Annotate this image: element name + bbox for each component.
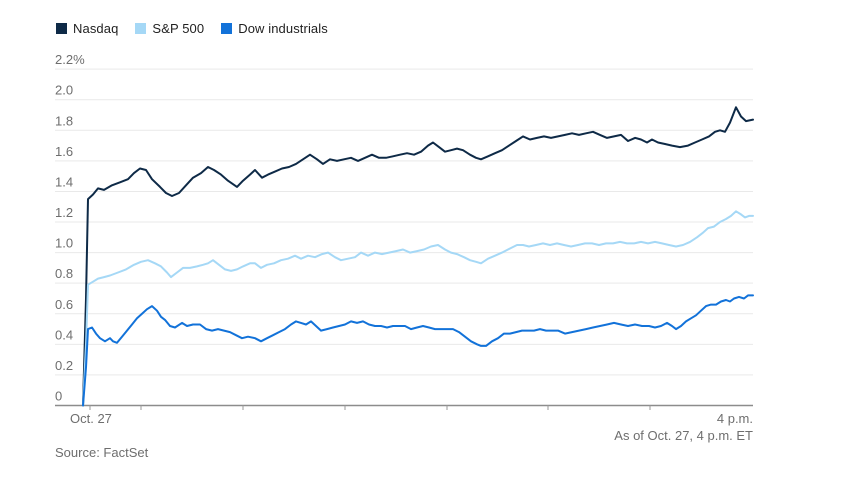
- y-axis-label: 0.2: [55, 358, 73, 373]
- series-line-dow-industrials: [82, 294, 754, 407]
- as-of-note: As of Oct. 27, 4 p.m. ET: [614, 428, 753, 443]
- chart-legend: Nasdaq S&P 500 Dow industrials: [56, 21, 328, 36]
- y-axis-label: 1.0: [55, 236, 73, 251]
- y-axis-label: 1.2: [55, 205, 73, 220]
- series-line-nasdaq: [82, 106, 754, 407]
- legend-label-sp500: S&P 500: [152, 21, 205, 36]
- y-axis-label: 1.4: [55, 174, 73, 189]
- legend-swatch-dow: [221, 23, 233, 34]
- legend-swatch-nasdaq: [56, 23, 67, 34]
- x-axis-label-close: 4 p.m.: [716, 411, 753, 426]
- legend-item-sp500: S&P 500: [135, 21, 204, 36]
- legend-swatch-sp500: [135, 23, 147, 34]
- y-axis-label: 0.8: [55, 266, 73, 281]
- y-axis-label: 2.0: [55, 83, 73, 98]
- legend-item-dow: Dow industrials: [221, 21, 328, 36]
- source-note: Source: FactSet: [55, 445, 149, 460]
- y-axis-label: 1.6: [55, 144, 73, 159]
- x-axis-label-open: Oct. 27: [70, 411, 112, 426]
- legend-item-nasdaq: Nasdaq: [56, 21, 118, 36]
- legend-label-nasdaq: Nasdaq: [73, 21, 119, 36]
- y-axis-label: 2.2%: [55, 52, 85, 67]
- y-axis-label: 0.6: [55, 297, 73, 312]
- series-line-s-p-500: [82, 210, 754, 407]
- legend-label-dow: Dow industrials: [238, 21, 328, 36]
- y-axis-label: 0.4: [55, 327, 73, 342]
- y-axis-label: 0: [55, 389, 62, 404]
- y-axis-label: 1.8: [55, 113, 73, 128]
